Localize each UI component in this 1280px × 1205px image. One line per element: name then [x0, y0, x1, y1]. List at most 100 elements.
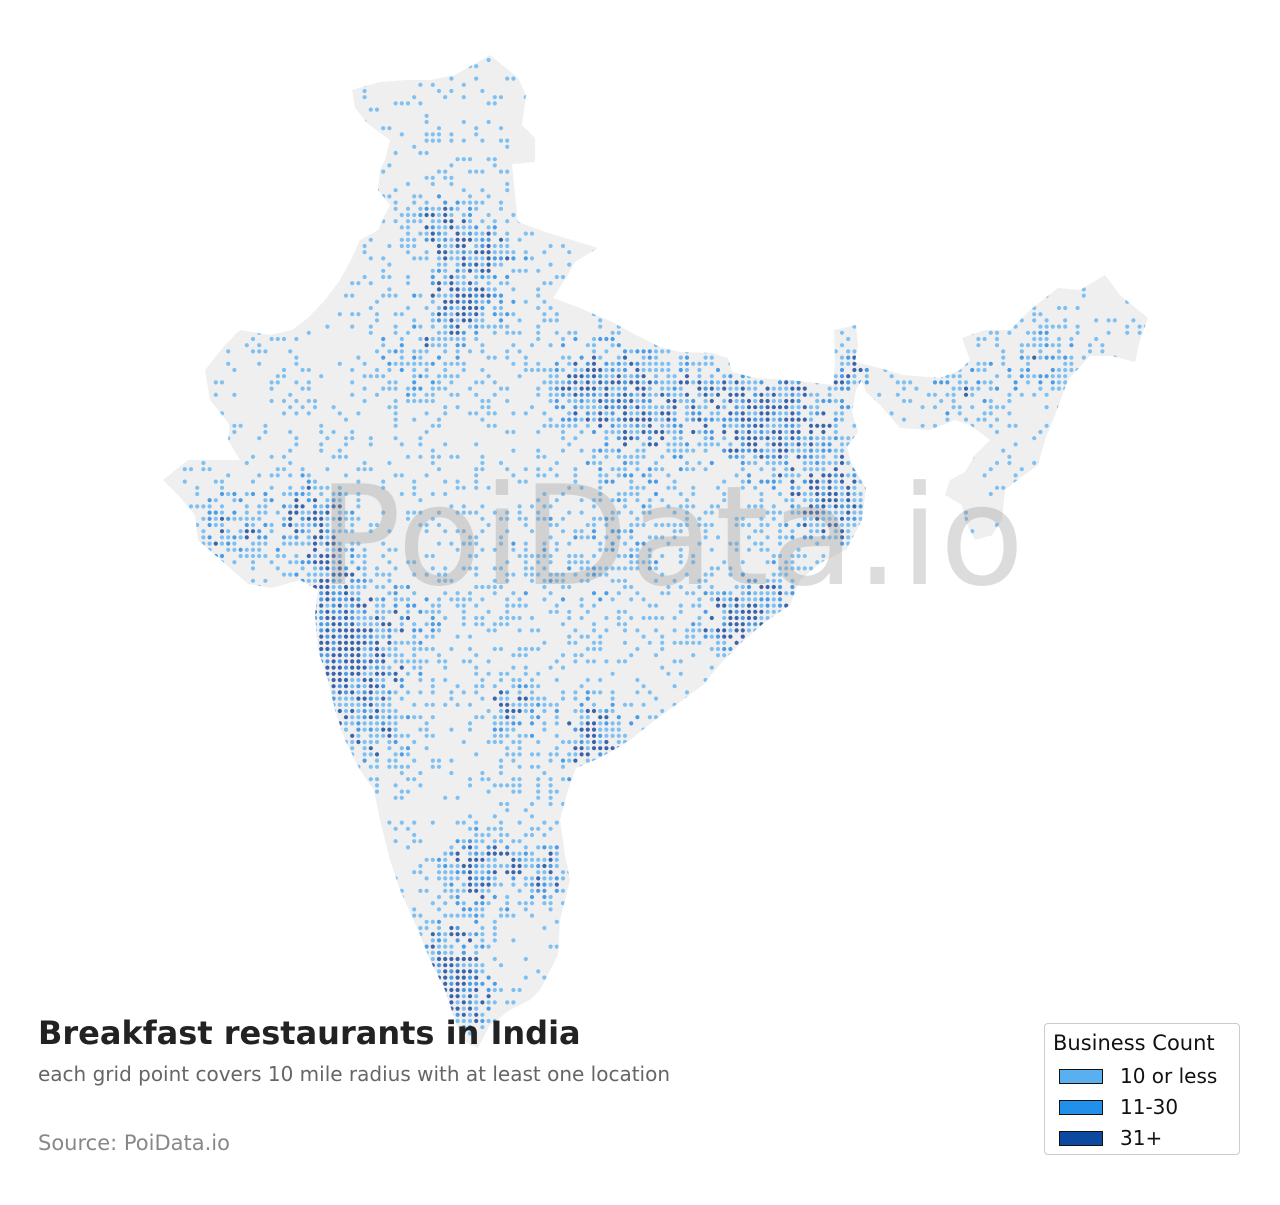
grid-point	[412, 367, 417, 373]
grid-point	[443, 212, 448, 218]
grid-point	[796, 442, 801, 447]
grid-point	[517, 684, 522, 689]
grid-point	[777, 237, 783, 242]
grid-point	[864, 150, 869, 156]
grid-point	[709, 374, 714, 379]
grid-point	[560, 274, 566, 280]
grid-point	[883, 126, 888, 131]
grid-point	[777, 144, 783, 149]
grid-point	[864, 380, 869, 385]
grid-point	[802, 553, 807, 559]
grid-point	[170, 721, 175, 726]
grid-point	[951, 386, 956, 391]
grid-point	[641, 119, 646, 125]
grid-point	[703, 578, 708, 583]
grid-point	[374, 646, 380, 652]
grid-point	[852, 640, 857, 645]
grid-point	[771, 696, 776, 701]
grid-point	[455, 361, 460, 366]
grid-point	[827, 460, 832, 466]
grid-point	[790, 498, 795, 503]
grid-point	[901, 70, 907, 75]
grid-point	[629, 597, 634, 602]
grid-point	[368, 374, 373, 379]
grid-point	[250, 336, 256, 342]
grid-point	[319, 553, 324, 559]
grid-point	[275, 553, 280, 559]
grid-point	[753, 188, 758, 193]
grid-point	[399, 349, 404, 354]
grid-point	[356, 615, 361, 621]
grid-point	[288, 572, 293, 577]
grid-point	[393, 188, 398, 193]
grid-point	[498, 281, 504, 286]
grid-point	[988, 57, 993, 63]
grid-point	[852, 646, 857, 652]
grid-point	[1038, 566, 1043, 571]
grid-point	[641, 597, 646, 602]
grid-point	[610, 398, 615, 404]
grid-point	[759, 498, 764, 503]
grid-point	[616, 498, 621, 503]
grid-point	[343, 293, 349, 298]
grid-point	[331, 659, 336, 664]
grid-point	[554, 522, 559, 528]
grid-point	[1038, 355, 1043, 360]
grid-point	[511, 312, 516, 317]
grid-point	[424, 212, 429, 218]
grid-point	[430, 398, 435, 404]
grid-point	[331, 640, 336, 645]
grid-point	[424, 305, 429, 311]
grid-point	[951, 361, 956, 366]
grid-point	[1007, 398, 1012, 404]
grid-point	[1013, 305, 1018, 311]
grid-point	[418, 646, 423, 652]
grid-point	[1112, 696, 1117, 701]
grid-point	[300, 584, 305, 590]
grid-point	[529, 696, 535, 701]
grid-point	[678, 529, 683, 534]
grid-point	[740, 181, 745, 187]
grid-point	[622, 281, 628, 286]
grid-point	[1069, 715, 1074, 720]
grid-point	[883, 274, 888, 280]
grid-point	[827, 423, 832, 428]
grid-point	[827, 535, 832, 540]
grid-point	[585, 398, 590, 404]
grid-point	[480, 287, 485, 292]
grid-point	[641, 405, 646, 410]
grid-point	[1118, 553, 1124, 559]
grid-point	[467, 646, 473, 652]
grid-point	[281, 305, 287, 311]
grid-point	[709, 442, 714, 447]
grid-point	[815, 144, 820, 149]
grid-point	[815, 398, 820, 404]
grid-point	[294, 591, 299, 596]
grid-point	[920, 126, 925, 131]
grid-point	[158, 597, 162, 601]
grid-point	[393, 150, 398, 156]
grid-point	[784, 460, 789, 466]
grid-point	[697, 374, 702, 379]
grid-point	[176, 454, 181, 459]
grid-point	[777, 436, 783, 441]
grid-point	[895, 677, 900, 683]
grid-point	[542, 541, 547, 546]
grid-point	[1001, 318, 1006, 323]
grid-point	[343, 702, 349, 707]
grid-point	[573, 119, 578, 125]
grid-point	[1063, 374, 1068, 379]
grid-point	[449, 281, 454, 286]
grid-point	[331, 665, 336, 670]
grid-point	[517, 268, 522, 273]
grid-point	[1007, 330, 1012, 335]
grid-point	[728, 231, 733, 236]
grid-point	[281, 653, 287, 658]
grid-point	[759, 293, 764, 298]
grid-point	[833, 411, 838, 416]
grid-point	[1125, 367, 1130, 373]
grid-point	[356, 566, 361, 571]
grid-point	[598, 516, 603, 521]
grid-point	[467, 268, 473, 273]
grid-point	[294, 144, 299, 149]
